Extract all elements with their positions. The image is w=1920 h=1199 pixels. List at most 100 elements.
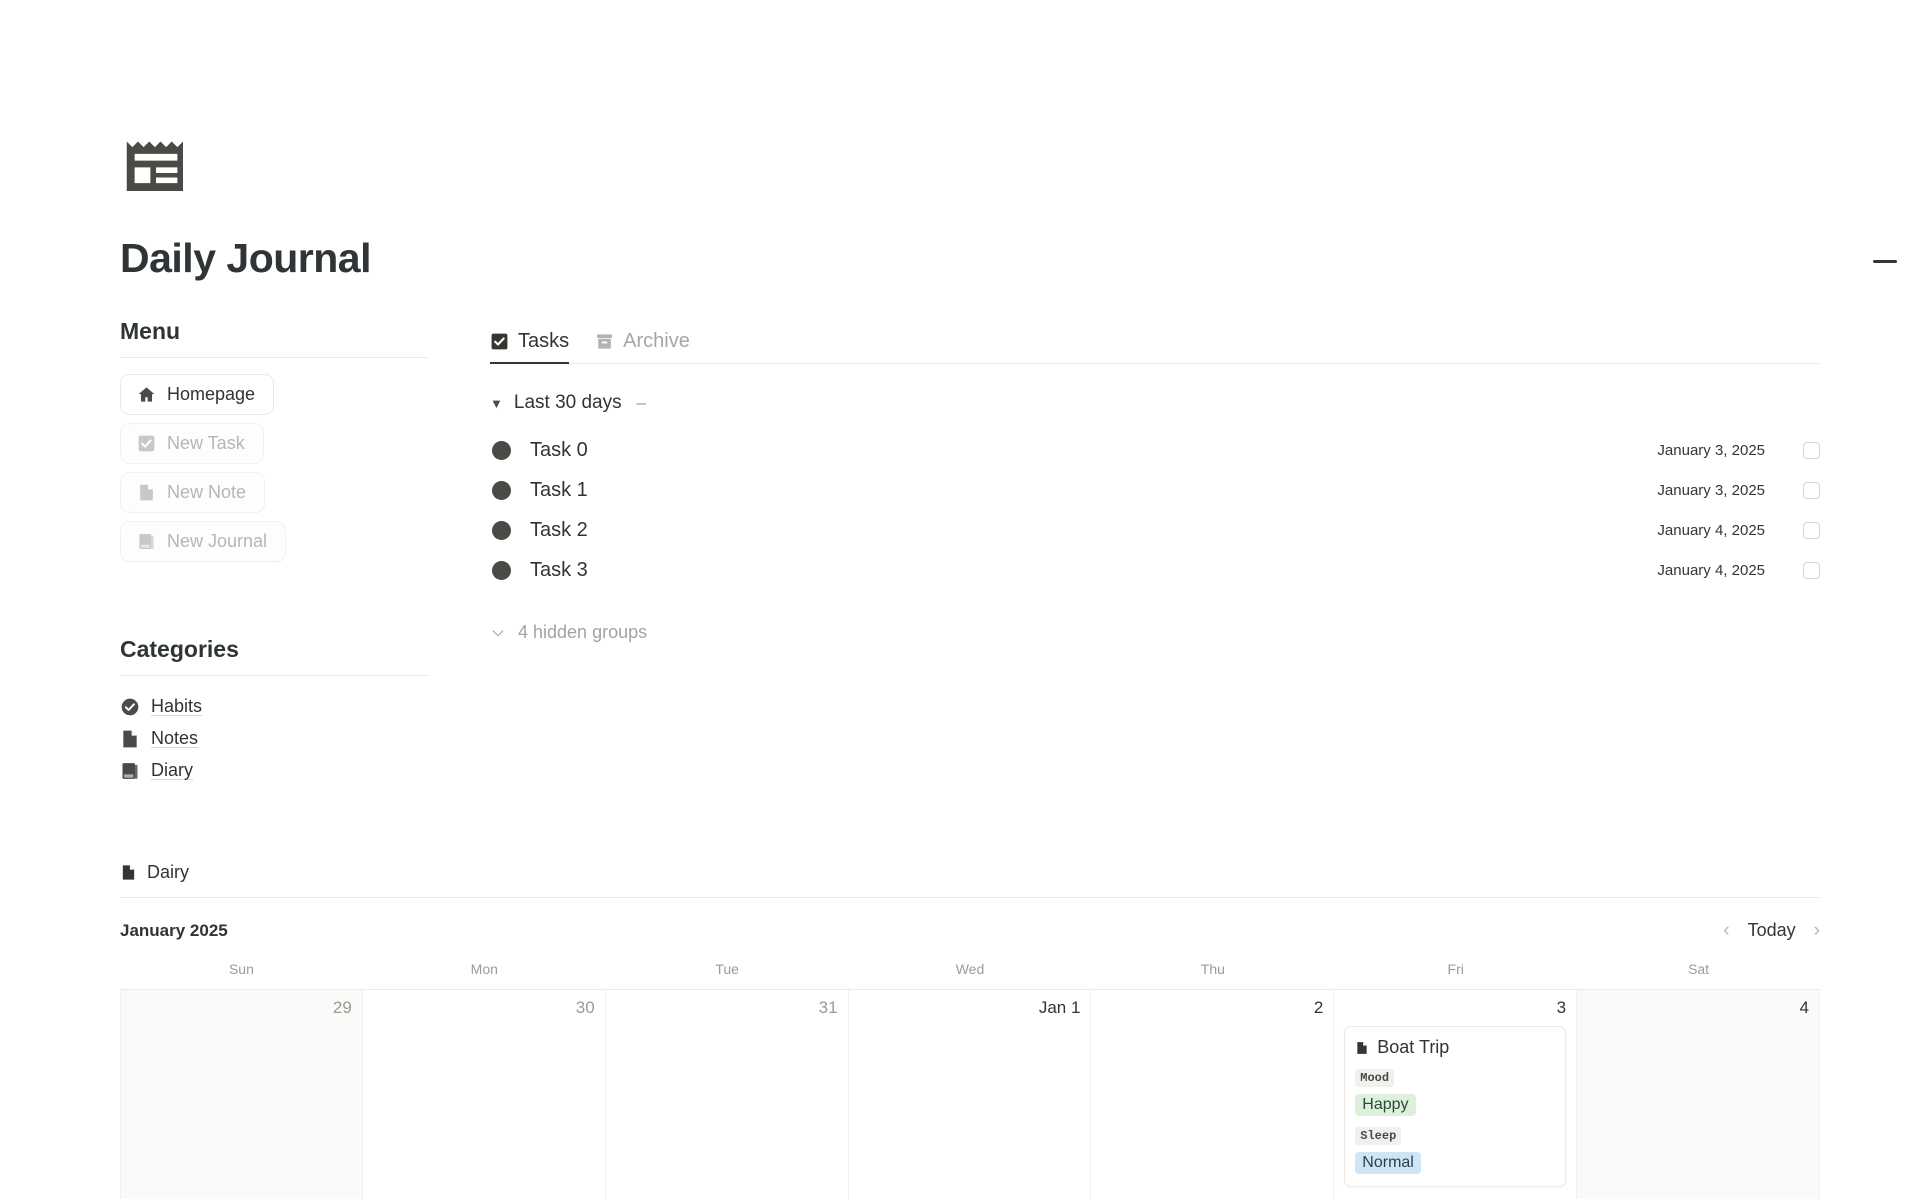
hidden-groups-label: 4 hidden groups: [518, 622, 648, 642]
category-item-diary[interactable]: Diary: [120, 760, 428, 781]
weekday-label: Sun: [228, 961, 254, 977]
task-title: Task 1: [530, 478, 588, 501]
menu-item-new-task[interactable]: New Task: [120, 423, 264, 464]
calendar-day-number: 4: [1799, 998, 1809, 1017]
today-button[interactable]: Today: [1747, 920, 1796, 940]
weekday-label: Wed: [955, 961, 985, 977]
task-title: Task 3: [530, 558, 588, 581]
calendar-toolbar: January 2025 ‹ Today ›: [120, 920, 1820, 941]
property-value-tag: Happy: [1355, 1094, 1416, 1116]
diary-heading: Dairy: [147, 862, 190, 882]
page-title: Daily Journal: [120, 235, 371, 281]
weekday-label: Mon: [470, 961, 498, 977]
event-property-mood: Mood: [1355, 1058, 1555, 1087]
hidden-groups-toggle[interactable]: 4 hidden groups: [490, 622, 1820, 643]
menu-item-homepage[interactable]: Homepage: [120, 374, 275, 415]
task-bullet-icon: [492, 480, 511, 500]
categories-list: Habits Notes: [120, 692, 428, 781]
task-row[interactable]: Task 0 January 3, 2025: [490, 430, 1820, 470]
checkbox-icon: [490, 332, 509, 351]
task-bullet-icon: [492, 560, 511, 580]
home-icon: [137, 385, 156, 404]
categories-heading: Categories: [120, 636, 239, 662]
calendar-day-number: 2: [1313, 998, 1324, 1017]
menu-item-label: New Note: [167, 482, 247, 502]
diary-header: Dairy: [120, 862, 1820, 897]
weekday-label: Thu: [1200, 961, 1225, 977]
property-key: Sleep: [1355, 1127, 1402, 1145]
calendar-weekday-header: Sun Mon Tue Wed Thu Fri Sat: [120, 961, 1820, 989]
calendar-day-number: 31: [818, 998, 838, 1017]
category-label: Diary: [151, 760, 194, 780]
task-bullet-icon: [492, 520, 511, 540]
tab-label: Tasks: [518, 330, 570, 352]
calendar-grid: 29 30 31 Jan 1 2 3: [120, 989, 1820, 1199]
task-checkbox[interactable]: [1803, 441, 1820, 459]
task-group-label: Last 30 days: [513, 392, 622, 413]
weekday-label: Tue: [715, 961, 739, 977]
calendar-event-card[interactable]: Boat Trip Mood Happy Sleep Normal: [1344, 1026, 1567, 1187]
calendar-day-number: 30: [575, 998, 595, 1017]
weekday-label: Fri: [1447, 961, 1464, 977]
task-date: January 4, 2025: [1657, 521, 1765, 539]
event-title: Boat Trip: [1377, 1037, 1450, 1057]
task-row[interactable]: Task 3 January 4, 2025: [490, 550, 1820, 590]
task-bullet-icon: [492, 440, 511, 460]
prev-month-button[interactable]: ‹: [1723, 920, 1730, 941]
document-icon: [120, 864, 137, 881]
calendar-day-cell[interactable]: 2: [1091, 990, 1335, 1199]
event-property-mood-value: Happy: [1355, 1087, 1555, 1116]
collapse-dash-icon[interactable]: [1873, 260, 1897, 263]
book-icon: [120, 761, 140, 781]
calendar-day-cell[interactable]: 30: [362, 990, 606, 1199]
sidebar: Menu Homepage New Task: [120, 318, 428, 781]
menu-heading: Menu: [120, 318, 181, 344]
task-date: January 3, 2025: [1657, 441, 1765, 459]
diary-divider: [120, 897, 1820, 898]
task-group-header[interactable]: ▼ Last 30 days –: [490, 392, 1820, 414]
tab-archive[interactable]: Archive: [595, 330, 690, 363]
journal-notepad-icon: [120, 128, 371, 200]
page-header: Daily Journal: [120, 128, 371, 281]
chevron-down-icon: [490, 625, 506, 641]
book-icon: [137, 532, 156, 551]
task-row[interactable]: Task 2 January 4, 2025: [490, 510, 1820, 550]
weekday-label: Sat: [1688, 961, 1710, 977]
task-title: Task 2: [530, 518, 588, 541]
tab-tasks[interactable]: Tasks: [490, 330, 570, 364]
category-label: Notes: [151, 728, 199, 748]
categories-divider: [120, 675, 428, 676]
menu-item-new-note[interactable]: New Note: [120, 472, 266, 513]
tasks-panel: Tasks Archive ▼ Last 30 days –: [490, 330, 1820, 643]
diary-section: Dairy January 2025 ‹ Today › Sun Mon Tue…: [120, 862, 1820, 1199]
event-property-sleep-value: Normal: [1355, 1145, 1555, 1174]
property-value-tag: Normal: [1355, 1152, 1421, 1174]
task-row[interactable]: Task 1 January 3, 2025: [490, 470, 1820, 510]
calendar-day-cell[interactable]: 4: [1577, 990, 1820, 1199]
tab-bar: Tasks Archive: [490, 330, 1820, 364]
menu-list: Homepage New Task New: [120, 374, 428, 562]
task-checkbox[interactable]: [1803, 481, 1820, 499]
menu-item-label: Homepage: [167, 384, 256, 404]
categories-section: Categories Habits: [120, 636, 428, 781]
calendar-day-cell[interactable]: 29: [120, 990, 363, 1199]
calendar-day-cell[interactable]: Jan 1: [848, 990, 1092, 1199]
calendar-day-number: Jan 1: [1038, 998, 1081, 1017]
category-item-notes[interactable]: Notes: [120, 728, 428, 749]
calendar-day-cell[interactable]: 3 Boat Trip Mood: [1334, 990, 1578, 1199]
document-icon: [1355, 1040, 1369, 1056]
event-property-sleep: Sleep: [1355, 1116, 1555, 1145]
category-item-habits[interactable]: Habits: [120, 696, 428, 717]
category-label: Habits: [151, 696, 203, 716]
calendar-month-label: January 2025: [120, 920, 228, 940]
menu-item-label: New Journal: [167, 531, 268, 551]
menu-item-label: New Task: [167, 433, 245, 453]
menu-item-new-journal[interactable]: New Journal: [120, 521, 287, 562]
menu-divider: [120, 357, 428, 358]
next-month-button[interactable]: ›: [1813, 920, 1820, 941]
document-icon: [137, 483, 156, 502]
calendar-day-cell[interactable]: 31: [605, 990, 849, 1199]
task-date: January 3, 2025: [1657, 481, 1765, 499]
task-checkbox[interactable]: [1803, 521, 1820, 539]
task-checkbox[interactable]: [1803, 561, 1820, 579]
